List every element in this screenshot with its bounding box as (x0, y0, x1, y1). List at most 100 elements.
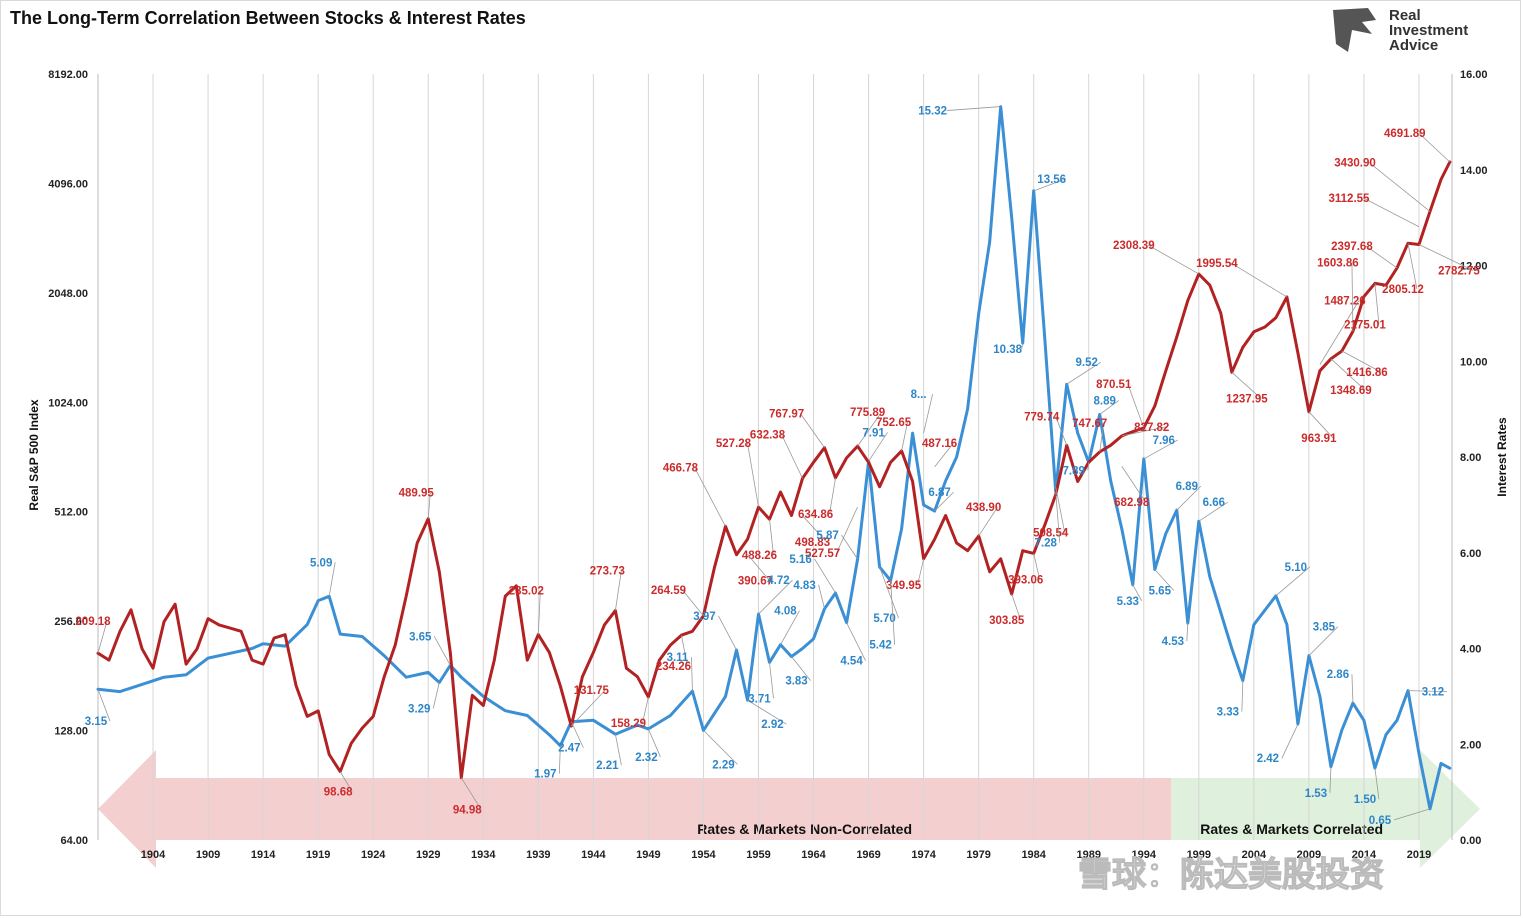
leader-line (769, 662, 774, 699)
leader-line (1121, 466, 1147, 503)
data-label-rate: 1.50 (1354, 794, 1376, 806)
data-label-rate: 6.87 (928, 487, 950, 499)
data-label-index: 1995.54 (1196, 258, 1238, 270)
data-label-rate: 7.28 (1035, 537, 1058, 549)
leader-line (934, 442, 954, 468)
data-label-index: 94.98 (453, 805, 482, 817)
y-left-tick-label: 4096.00 (48, 178, 88, 190)
leader-line (780, 610, 800, 645)
y-right-tick-label: 8.00 (1460, 452, 1481, 464)
x-tick-label: 1914 (251, 849, 276, 861)
data-label-rate: 5.10 (1285, 562, 1307, 574)
data-label-index: 527.57 (805, 548, 840, 560)
data-label-index: 390.67 (738, 575, 773, 587)
leader-line (682, 589, 704, 617)
data-label-rate: 5.65 (1149, 586, 1172, 598)
leader-line (1033, 178, 1066, 192)
leader-line (1143, 439, 1178, 460)
leader-line (339, 771, 353, 792)
data-label-index: 2397.68 (1331, 241, 1373, 253)
data-label-index: 747.67 (1072, 418, 1107, 430)
leader-line (923, 393, 933, 434)
band-label-0: Rates & Markets Non-Correlated (697, 821, 912, 837)
data-label-index: 2175.01 (1344, 319, 1386, 331)
leader-line (1374, 283, 1380, 325)
data-label-rate: 2.21 (596, 760, 619, 772)
y-right-tick-label: 6.00 (1460, 548, 1481, 560)
series-layer (96, 105, 1452, 811)
leader-line (1011, 593, 1022, 621)
y-left-tick-label: 256.00 (54, 616, 88, 628)
leader-line (1365, 245, 1398, 269)
leader-line (1308, 411, 1334, 439)
leader-line (829, 477, 836, 514)
leader-line (1132, 584, 1143, 602)
leader-line (1231, 372, 1262, 399)
leader-line (1154, 569, 1175, 591)
leader-line (1021, 342, 1024, 350)
data-label-rate: 7.89 (1063, 465, 1085, 477)
data-label-index: 682.98 (1114, 497, 1150, 509)
data-label-rate: 3.65 (409, 631, 432, 643)
leader-line (648, 728, 661, 758)
leader-line (718, 615, 737, 651)
leader-line (758, 579, 793, 615)
data-label-index: 508.54 (1033, 528, 1069, 540)
data-label-rate: 2.92 (761, 719, 783, 731)
x-tick-label: 2004 (1242, 849, 1267, 861)
leader-line (747, 443, 759, 508)
x-tick-label: 1934 (471, 849, 496, 861)
leader-line (747, 699, 787, 725)
data-label-index: 963.91 (1301, 433, 1337, 445)
x-tick-label: 1999 (1187, 849, 1211, 861)
leader-line (642, 696, 649, 724)
data-label-index: 487.16 (922, 438, 957, 450)
data-label-index: 303.85 (989, 615, 1025, 627)
data-label-rate: 4.83 (793, 580, 815, 592)
leader-line (1055, 486, 1066, 533)
x-tick-label: 2019 (1407, 849, 1431, 861)
leader-line (1087, 462, 1090, 471)
leader-line (460, 777, 482, 810)
data-label-index: 634.86 (798, 509, 833, 521)
annotation-layer: 209.18 98.68 489.95 94.98 235.02 131.75 273.73… (75, 106, 1480, 827)
band-arrow-1 (1171, 750, 1480, 868)
leader-line (427, 492, 431, 519)
leader-line (1033, 553, 1041, 580)
leader-line (614, 734, 622, 766)
leader-line (691, 657, 693, 692)
brand-logo: Real Investment Advice (1333, 7, 1468, 54)
data-label-rate: 3.12 (1422, 687, 1444, 699)
x-tick-label: 1929 (416, 849, 440, 861)
leader-line (1281, 723, 1299, 759)
data-label-index: 438.90 (966, 502, 1001, 514)
leader-line (846, 622, 866, 661)
leader-line (1147, 244, 1200, 275)
data-label-rate: 1.53 (1305, 788, 1327, 800)
leader-line (537, 590, 541, 635)
brand-line-2: Investment (1389, 22, 1468, 39)
leader-line (1341, 350, 1382, 373)
data-label-index: 775.89 (850, 407, 885, 419)
y-right-tick-label: 14.00 (1460, 165, 1488, 177)
data-label-index: 1416.86 (1346, 367, 1388, 379)
data-label-index: 1487.26 (1324, 296, 1366, 308)
leader-line (1186, 623, 1189, 642)
leader-line (433, 636, 451, 666)
leader-line (1241, 680, 1244, 712)
leader-line (1329, 766, 1332, 793)
leader-line (681, 635, 688, 667)
data-label-rate: 9.52 (1076, 357, 1098, 369)
data-label-index: 235.02 (509, 586, 544, 598)
data-label-rate: 3.97 (693, 611, 715, 623)
data-label-index: 2782.75 (1438, 265, 1480, 277)
brand-line-3: Advice (1389, 37, 1438, 54)
data-label-index: 632.38 (750, 429, 786, 441)
data-label-index: 767.97 (769, 409, 804, 421)
leader-line (747, 554, 770, 581)
leader-line (890, 580, 895, 645)
x-tick-label: 1994 (1132, 849, 1157, 861)
data-label-rate: 3.71 (748, 693, 771, 705)
data-label-rate: 7.96 (1153, 435, 1175, 447)
